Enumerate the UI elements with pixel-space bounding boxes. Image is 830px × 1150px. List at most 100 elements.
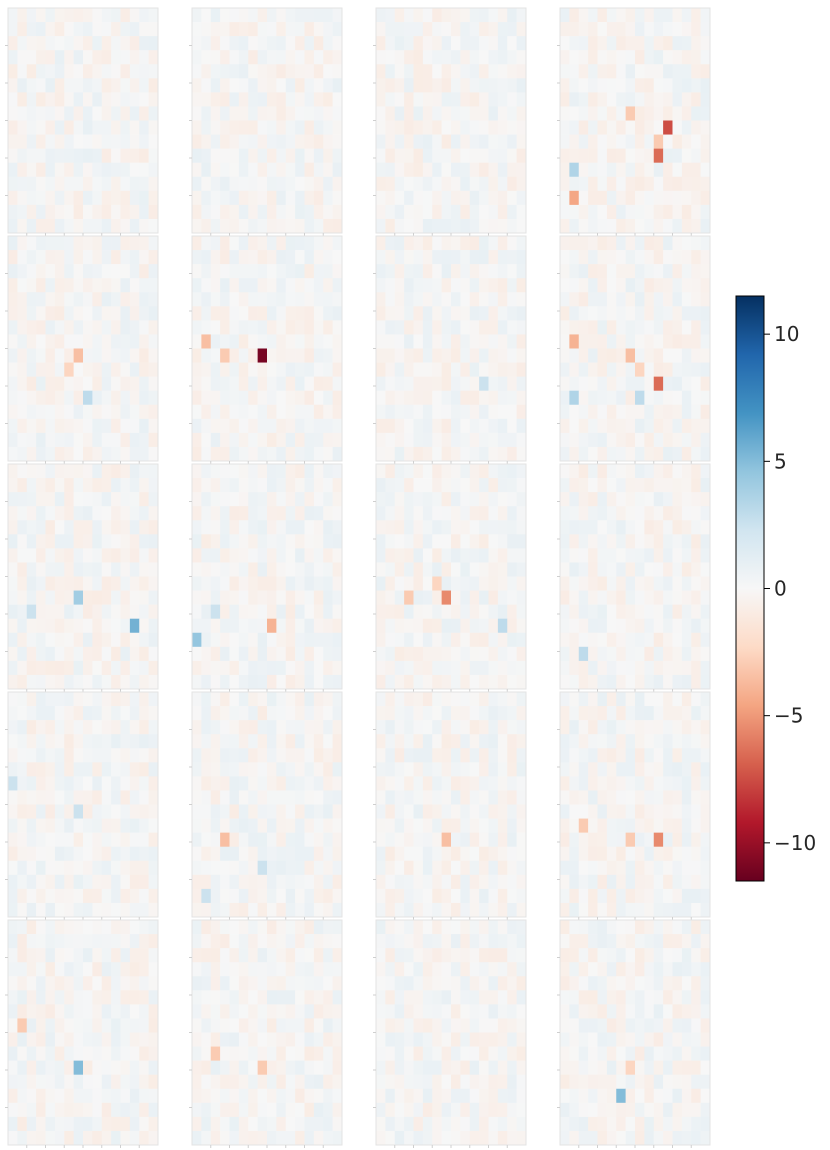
- heatmap-cell: [616, 618, 626, 634]
- heatmap-cell: [332, 706, 343, 721]
- heatmap-cell: [700, 888, 711, 904]
- heatmap-cell: [497, 106, 508, 121]
- heatmap-cell: [220, 250, 230, 265]
- heatmap-cell: [285, 548, 296, 563]
- heatmap-cell: [441, 92, 452, 107]
- heatmap-cell: [385, 1018, 396, 1033]
- heatmap-cell: [441, 790, 452, 805]
- heatmap-cell: [148, 720, 159, 735]
- heatmap-cell: [332, 1130, 343, 1146]
- heatmap-cell: [691, 818, 701, 833]
- heatmap-cell: [229, 1060, 240, 1075]
- heatmap-cell: [148, 888, 159, 904]
- heatmap-cell: [129, 762, 140, 777]
- heatmap-cell: [700, 534, 711, 549]
- heatmap-cell: [560, 860, 570, 876]
- heatmap-cell: [139, 204, 149, 220]
- heatmap-cell: [313, 1102, 324, 1118]
- heatmap-cell: [192, 362, 202, 377]
- heatmap-cell: [404, 320, 414, 335]
- heatmap-cell: [210, 446, 221, 462]
- heatmap-cell: [606, 874, 617, 890]
- heatmap-cell: [672, 404, 683, 420]
- heatmap-cell: [238, 734, 249, 749]
- heatmap-cell: [394, 120, 405, 135]
- heatmap-cell: [653, 818, 664, 833]
- heatmap-cell: [295, 520, 305, 535]
- heatmap-cell: [257, 50, 268, 65]
- heatmap-cell: [441, 990, 452, 1005]
- heatmap-cell: [616, 22, 626, 37]
- heatmap-cell: [625, 804, 636, 819]
- heatmap-cell: [201, 236, 212, 251]
- heatmap-cell: [36, 604, 46, 619]
- heatmap-cell: [192, 1032, 202, 1047]
- heatmap-cell: [394, 390, 405, 406]
- heatmap-cell: [8, 22, 18, 37]
- heatmap-cell: [101, 218, 112, 234]
- heatmap-cell: [516, 50, 527, 65]
- heatmap-cell: [64, 520, 74, 535]
- heatmap-cell: [129, 646, 140, 662]
- heatmap-cell: [304, 50, 315, 65]
- heatmap-cell: [404, 106, 414, 121]
- heatmap-cell: [404, 306, 414, 321]
- heatmap-cell: [606, 50, 617, 65]
- heatmap-cell: [560, 264, 570, 279]
- heatmap-cell: [441, 348, 452, 363]
- heatmap-cell: [635, 390, 645, 406]
- heatmap-cell: [644, 874, 655, 890]
- heatmap-cell: [507, 236, 517, 251]
- heatmap-cell: [625, 548, 636, 563]
- heatmap-cell: [663, 8, 673, 23]
- heatmap-cell: [497, 734, 508, 749]
- heatmap-cell: [469, 464, 480, 479]
- heatmap-cell: [700, 818, 711, 833]
- heatmap-cell: [120, 632, 131, 648]
- heatmap-cell: [479, 176, 489, 192]
- heatmap-cell: [488, 1004, 499, 1019]
- heatmap-cell: [83, 432, 93, 448]
- heatmap-cell: [479, 204, 489, 220]
- heatmap-cell: [73, 860, 84, 876]
- heatmap-cell: [285, 1032, 296, 1047]
- heatmap-cell: [332, 492, 343, 507]
- heatmap-cell: [681, 520, 692, 535]
- heatmap-cell: [73, 720, 84, 735]
- heatmap-cell: [92, 1060, 103, 1075]
- heatmap-cell: [267, 934, 277, 949]
- heatmap-cell: [332, 162, 343, 178]
- heatmap-cell: [45, 902, 56, 918]
- heatmap-cell: [488, 762, 499, 777]
- heatmap-cell: [653, 8, 664, 23]
- heatmap-cell: [276, 292, 287, 307]
- heatmap-cell: [644, 832, 655, 847]
- heatmap-cell: [441, 534, 452, 549]
- heatmap-cell: [101, 432, 112, 448]
- heatmap-cell: [691, 492, 701, 507]
- heatmap-cell: [313, 478, 324, 493]
- heatmap-cell: [64, 874, 74, 890]
- heatmap-cell: [54, 120, 65, 135]
- heatmap-cell: [83, 236, 93, 251]
- heatmap-cell: [681, 204, 692, 220]
- heatmap-cell: [129, 50, 140, 65]
- heatmap-cell: [404, 660, 414, 676]
- heatmap-cell: [120, 1004, 131, 1019]
- heatmap-cell: [295, 1060, 305, 1075]
- heatmap-cell: [92, 706, 103, 721]
- heatmap-cell: [479, 846, 489, 862]
- heatmap-cell: [201, 1130, 212, 1146]
- heatmap-cell: [404, 176, 414, 192]
- heatmap-cell: [192, 948, 202, 963]
- heatmap-cell: [304, 1074, 315, 1090]
- heatmap-panel-r2-c1: [189, 463, 343, 692]
- heatmap-cell: [36, 934, 46, 949]
- heatmap-cell: [220, 120, 230, 135]
- heatmap-cell: [17, 120, 28, 135]
- heatmap-cell: [700, 306, 711, 321]
- heatmap-cell: [332, 78, 343, 93]
- heatmap-cell: [560, 790, 570, 805]
- heatmap-cell: [26, 204, 37, 220]
- heatmap-cell: [304, 920, 315, 935]
